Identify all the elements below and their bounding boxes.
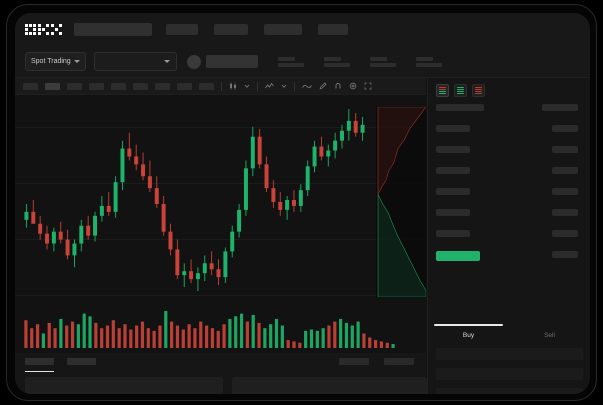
order-total-field[interactable] [436, 388, 583, 394]
pair-select[interactable] [93, 52, 177, 71]
pair-avatar [186, 54, 201, 69]
orderbook-ask-row[interactable] [542, 104, 578, 111]
timeframe-8[interactable] [177, 82, 192, 90]
chevron-down-icon [73, 60, 80, 63]
candlestick-type-icon[interactable] [229, 82, 237, 90]
market-type-select[interactable]: Spot Trading [25, 52, 86, 71]
orderbook-bid-row[interactable] [436, 146, 470, 153]
timeframe-3[interactable] [67, 82, 82, 90]
chart-toolbar [15, 78, 426, 95]
orderbook-ask-row[interactable] [552, 209, 578, 216]
bottom-tab-list [25, 358, 96, 365]
toolbar-divider [221, 81, 222, 91]
bottom-card-2[interactable] [232, 377, 427, 394]
order-price-field[interactable] [436, 348, 583, 360]
line-study-icon[interactable] [302, 83, 312, 90]
top-header [15, 13, 590, 46]
chart-settings-icon[interactable] [349, 82, 357, 90]
indicators-chevron-icon[interactable] [281, 83, 287, 89]
gridline [15, 127, 426, 128]
orderbook-bid-row[interactable] [436, 209, 470, 216]
orderbook-bid-row[interactable] [436, 125, 470, 132]
bottom-panel [15, 353, 427, 394]
bottom-card-1[interactable] [25, 377, 223, 394]
orderbook-ask-row[interactable] [552, 251, 578, 258]
orderbook-mode-group [428, 78, 590, 102]
orderbook-ask-row[interactable] [552, 167, 578, 174]
gridline [15, 295, 426, 296]
toolbar-divider [294, 81, 295, 91]
okx-logo-o [25, 24, 36, 35]
ticker-stat-1 [277, 56, 304, 67]
orderbook-bid-row[interactable] [436, 104, 484, 111]
right-panel: Buy Sell [427, 78, 590, 394]
orderbook-mode-asks[interactable] [472, 84, 485, 97]
ticker-bar: Spot Trading [15, 46, 590, 78]
timeframe-4[interactable] [89, 82, 104, 90]
candlestick-series [24, 109, 365, 291]
ticker-stat-2 [323, 56, 350, 67]
magnet-icon[interactable] [334, 82, 342, 90]
chevron-down-icon [163, 60, 170, 63]
orderbook-mode-bids[interactable] [454, 84, 467, 97]
order-amount-field[interactable] [436, 368, 583, 380]
timeframe-1[interactable] [23, 82, 38, 90]
orderbook-spread-row[interactable] [436, 251, 480, 261]
orderbook-ask-row[interactable] [552, 230, 578, 237]
bottom-tab-active-underline [25, 371, 54, 372]
tab-buy[interactable]: Buy [428, 324, 509, 346]
fullscreen-icon[interactable] [364, 82, 372, 90]
market-type-label: Spot Trading [31, 58, 71, 65]
app-screen: Spot Trading [15, 13, 590, 394]
bottom-tab-1[interactable] [25, 358, 54, 365]
price-chart[interactable] [15, 95, 426, 353]
bottom-action-2[interactable] [384, 358, 414, 365]
volume-series [24, 311, 395, 348]
okx-logo[interactable] [25, 24, 62, 35]
timeframe-6[interactable] [133, 82, 148, 90]
chart-type-chevron-icon[interactable] [244, 83, 250, 89]
timeframe-9[interactable] [199, 82, 214, 90]
ticker-stat-3 [369, 56, 396, 67]
header-search-input[interactable] [74, 23, 152, 36]
nav-item-4[interactable] [318, 24, 348, 35]
last-price [205, 55, 258, 68]
depth-chart-overlay [376, 107, 426, 297]
gridline [15, 183, 426, 184]
tab-sell-label: Sell [544, 331, 555, 339]
indicators-icon[interactable] [265, 82, 274, 90]
orderbook-ask-row[interactable] [552, 146, 578, 153]
nav-item-3[interactable] [264, 24, 302, 35]
timeframe-5[interactable] [111, 82, 126, 90]
orderbook[interactable] [428, 104, 590, 294]
timeframe-2[interactable] [45, 82, 60, 90]
okx-logo-k [38, 24, 49, 35]
orderbook-ask-row[interactable] [552, 125, 578, 132]
okx-logo-x [51, 24, 62, 35]
device-frame: Spot Trading [6, 4, 597, 401]
tab-sell[interactable]: Sell [509, 324, 590, 346]
orderbook-bid-row[interactable] [436, 167, 470, 174]
toolbar-divider [257, 81, 258, 91]
nav-item-2[interactable] [214, 24, 248, 35]
orderbook-ask-row[interactable] [552, 188, 578, 195]
ticker-stat-4 [415, 56, 442, 67]
trade-tab-list: Buy Sell [428, 324, 590, 346]
tab-buy-label: Buy [462, 331, 475, 339]
gridline [15, 239, 426, 240]
bottom-action-1[interactable] [339, 358, 369, 365]
bottom-tab-2[interactable] [67, 358, 96, 365]
orderbook-bid-row[interactable] [436, 188, 470, 195]
timeframe-7[interactable] [155, 82, 170, 90]
orderbook-bid-row[interactable] [436, 230, 470, 237]
orderbook-mode-both[interactable] [436, 84, 449, 97]
draw-pencil-icon[interactable] [319, 82, 327, 90]
nav-item-1[interactable] [166, 24, 198, 35]
